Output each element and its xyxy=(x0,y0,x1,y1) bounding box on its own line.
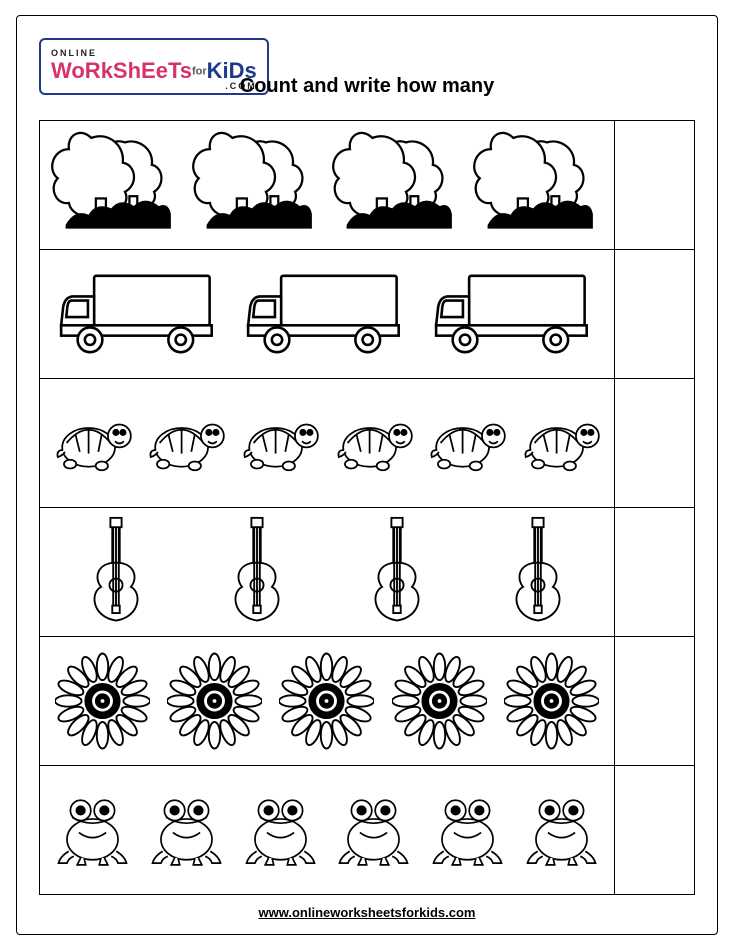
answer-cell[interactable] xyxy=(614,637,694,765)
logo-for: for xyxy=(192,66,207,78)
tree-icon xyxy=(51,129,181,241)
items-cell xyxy=(40,766,614,894)
truck-icon xyxy=(57,258,222,370)
turtle-icon xyxy=(330,387,418,499)
answer-cell[interactable] xyxy=(614,250,694,378)
counting-row-frog xyxy=(40,766,694,894)
items-cell xyxy=(40,508,614,636)
counting-table xyxy=(39,120,695,895)
tree-icon xyxy=(473,129,603,241)
items-cell xyxy=(40,379,614,507)
flower-icon xyxy=(279,645,374,757)
guitar-icon xyxy=(337,516,457,628)
turtle-icon xyxy=(517,387,605,499)
answer-cell[interactable] xyxy=(614,379,694,507)
logo-online-text: ONLINE xyxy=(51,48,97,58)
counting-row-flower xyxy=(40,637,694,766)
brand-logo: ONLINE WoRkShEeTsforKiDs .COM xyxy=(39,38,269,95)
tree-icon xyxy=(332,129,462,241)
truck-icon xyxy=(244,258,409,370)
logo-com-text: .COM xyxy=(51,82,257,91)
logo-main-text: WoRkShEeTsforKiDs xyxy=(51,60,257,82)
flower-icon xyxy=(55,645,150,757)
answer-cell[interactable] xyxy=(614,508,694,636)
turtle-icon xyxy=(423,387,511,499)
logo-worksheets: WoRkShEeTs xyxy=(51,58,192,83)
tree-icon xyxy=(192,129,322,241)
counting-row-guitar xyxy=(40,508,694,637)
footer-url: www.onlineworksheetsforkids.com xyxy=(39,905,695,920)
frog-icon xyxy=(144,774,229,886)
turtle-icon xyxy=(49,387,137,499)
counting-row-turtle xyxy=(40,379,694,508)
guitar-icon xyxy=(56,516,176,628)
flower-icon xyxy=(392,645,487,757)
turtle-icon xyxy=(142,387,230,499)
guitar-icon xyxy=(478,516,598,628)
guitar-icon xyxy=(197,516,317,628)
flower-icon xyxy=(167,645,262,757)
answer-cell[interactable] xyxy=(614,766,694,894)
frog-icon xyxy=(519,774,604,886)
items-cell xyxy=(40,250,614,378)
header-area: ONLINE WoRkShEeTsforKiDs .COM Count and … xyxy=(39,38,695,120)
frog-icon xyxy=(425,774,510,886)
counting-row-tree xyxy=(40,121,694,250)
counting-row-truck xyxy=(40,250,694,379)
frog-icon xyxy=(238,774,323,886)
frog-icon xyxy=(50,774,135,886)
items-cell xyxy=(40,637,614,765)
worksheet-page: ONLINE WoRkShEeTsforKiDs .COM Count and … xyxy=(16,15,718,935)
answer-cell[interactable] xyxy=(614,121,694,249)
items-cell xyxy=(40,121,614,249)
frog-icon xyxy=(331,774,416,886)
truck-icon xyxy=(432,258,597,370)
flower-icon xyxy=(504,645,599,757)
turtle-icon xyxy=(236,387,324,499)
